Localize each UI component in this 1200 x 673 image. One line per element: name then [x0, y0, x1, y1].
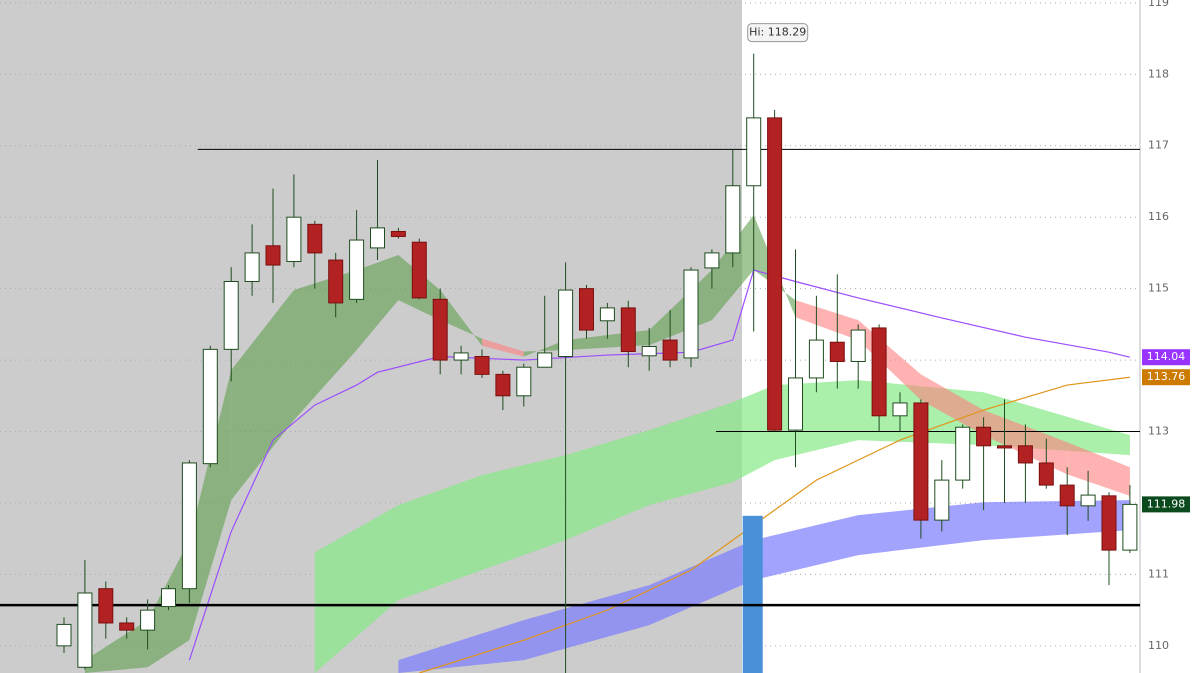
annotation: Hi: 118.29 [749, 26, 806, 39]
cloud-segment [293, 270, 357, 421]
candle-body [495, 373, 511, 397]
candle-body [1038, 462, 1054, 486]
band [398, 500, 1130, 673]
candle-body [1080, 494, 1096, 507]
candle-body [641, 346, 657, 357]
candle-body [537, 352, 553, 368]
cloud-segment [1067, 442, 1130, 496]
candle-body [181, 462, 197, 590]
candle-body [432, 298, 448, 361]
candle-body [161, 588, 176, 608]
candle-body [871, 327, 887, 417]
candle-body [1122, 503, 1138, 551]
candle-body [307, 223, 323, 254]
cloud-segment [440, 290, 482, 346]
cloud-segment [711, 215, 754, 321]
y-tick-label: 117 [1148, 139, 1169, 152]
candle-body [704, 252, 720, 269]
cloud-segment [356, 255, 399, 351]
price-label-box [1142, 496, 1190, 513]
candle-body [453, 352, 469, 361]
candle-body [767, 117, 783, 431]
candle-body [265, 245, 281, 266]
candle-body [934, 479, 950, 521]
candle-body [1017, 445, 1033, 464]
candle-body [516, 366, 532, 397]
candle-body [370, 227, 385, 249]
candle-body [349, 239, 365, 300]
cloud-segment [920, 374, 984, 436]
candle-body [725, 185, 741, 254]
candle-body [808, 339, 824, 379]
price-label-box [1142, 369, 1190, 386]
band [314, 380, 1130, 673]
candle-body [662, 339, 678, 361]
candle-body [202, 348, 218, 465]
y-tick-label: 110 [1148, 639, 1169, 652]
candle-body [558, 289, 574, 358]
candle-body [286, 216, 302, 262]
price-label: 113.76 [1147, 370, 1186, 383]
candle-body [976, 426, 992, 447]
cloud-segment [795, 300, 859, 341]
cloud-segment [482, 338, 524, 357]
price-label: 111.98 [1147, 497, 1186, 510]
y-tick-label: 115 [1148, 282, 1169, 295]
candle-body [997, 445, 1012, 449]
y-tick-label: 113 [1148, 425, 1169, 438]
candle-body [850, 329, 866, 363]
cloud-segment [231, 290, 294, 501]
candle-body [788, 377, 803, 431]
price-label: 114.04 [1147, 350, 1186, 363]
candle-body [579, 288, 594, 331]
candle-body [746, 117, 762, 187]
annotation-box [747, 23, 809, 43]
highlight-bar [742, 515, 763, 673]
candle-body [620, 307, 636, 353]
candle-body [599, 307, 615, 322]
candle-body [411, 241, 427, 299]
candle-body [683, 269, 699, 359]
candle-body [1059, 484, 1075, 507]
candle-body [244, 252, 260, 282]
candle-body [1101, 495, 1117, 551]
y-tick-label: 118 [1148, 67, 1169, 80]
candle-body [328, 259, 344, 304]
candle-body [140, 609, 156, 631]
y-tick-label: 116 [1148, 210, 1169, 223]
candle-body [892, 402, 908, 417]
candle-body [56, 623, 72, 647]
y-tick-label: 111 [1148, 567, 1169, 580]
cloud-segment [84, 620, 148, 673]
cloud-segment [189, 370, 232, 641]
price-label-box [1142, 349, 1190, 366]
candle-body [119, 622, 135, 631]
candle-body [223, 280, 239, 350]
candle-body [474, 356, 490, 375]
y-tick-label: 119 [1148, 0, 1169, 9]
candle-body [77, 592, 93, 668]
candle-body [913, 402, 929, 521]
candle-body [955, 426, 971, 481]
candle-body [829, 341, 845, 363]
candle-body [98, 588, 114, 624]
candle-body [390, 230, 406, 237]
